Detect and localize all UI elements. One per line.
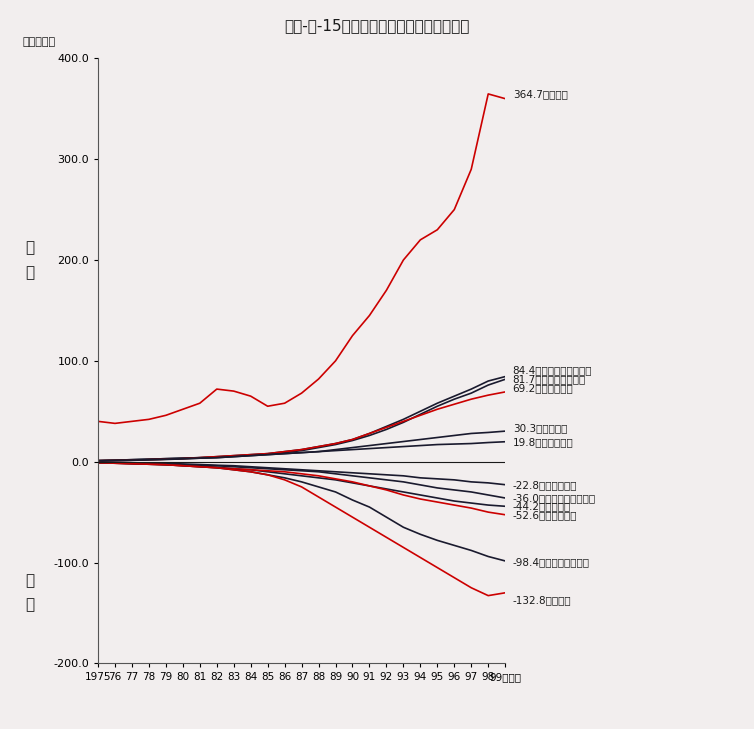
Text: -36.0（日本（総務省））: -36.0（日本（総務省）） (513, 493, 596, 503)
Text: -132.8（米国）: -132.8（米国） (513, 595, 572, 605)
Text: 84.4（日本（総務省））: 84.4（日本（総務省）） (513, 365, 592, 375)
Text: -44.2（ドイツ）: -44.2（ドイツ） (513, 502, 571, 511)
Text: -52.6（イギリス）: -52.6（イギリス） (513, 510, 578, 520)
Text: 輸
出: 輸 出 (26, 241, 35, 280)
Text: 69.2（イギリス）: 69.2（イギリス） (513, 383, 574, 394)
Text: -98.4（日本（日銀））: -98.4（日本（日銀）） (513, 558, 590, 568)
Text: 30.3（ドイツ）: 30.3（ドイツ） (513, 424, 567, 434)
Text: （億ドル）: （億ドル） (23, 37, 56, 47)
Text: -22.8（フランス）: -22.8（フランス） (513, 480, 578, 490)
Text: 輸
入: 輸 入 (26, 573, 35, 612)
Text: 364.7（米国）: 364.7（米国） (513, 89, 568, 99)
Text: 19.8（フランス）: 19.8（フランス） (513, 437, 574, 447)
Text: 81.7（日本（日銀））: 81.7（日本（日銀）） (513, 374, 586, 384)
Text: 第２-３-15図　主要国の技術貴易額の推移: 第２-３-15図 主要国の技術貴易額の推移 (284, 18, 470, 34)
